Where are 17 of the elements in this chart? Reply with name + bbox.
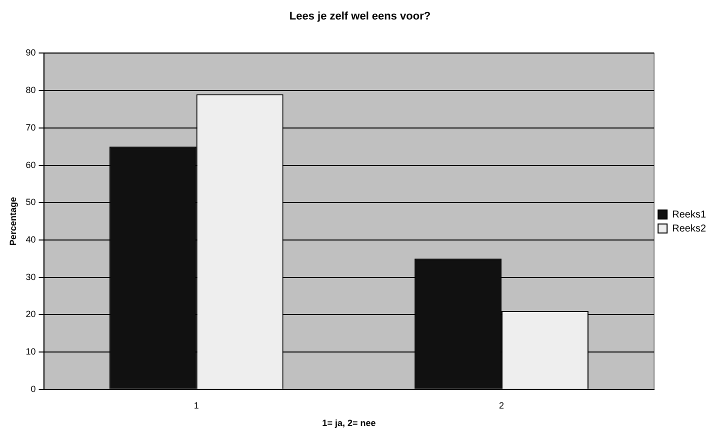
legend-label: Reeks1 bbox=[672, 209, 706, 220]
y-tick-label: 20 bbox=[26, 309, 36, 320]
y-tick-label: 40 bbox=[26, 234, 36, 244]
legend-label: Reeks2 bbox=[672, 223, 706, 234]
y-tick-label: 70 bbox=[26, 122, 36, 132]
y-tick-label: 50 bbox=[26, 197, 36, 208]
y-tick-label: 60 bbox=[26, 160, 36, 170]
x-tick-label: 2 bbox=[499, 400, 504, 410]
y-tick-label: 80 bbox=[26, 85, 36, 96]
y-tick-label: 30 bbox=[26, 272, 36, 282]
y-tick-label: 90 bbox=[26, 48, 36, 58]
y-tick-label: 10 bbox=[26, 346, 36, 357]
x-axis-title: 1= ja, 2= nee bbox=[322, 418, 376, 428]
x-tick-label: 1 bbox=[194, 400, 199, 410]
chart-title: Lees je zelf wel eens voor? bbox=[289, 10, 431, 23]
y-tick-label: 0 bbox=[30, 384, 36, 394]
y-axis-title: Percentage bbox=[8, 197, 18, 246]
